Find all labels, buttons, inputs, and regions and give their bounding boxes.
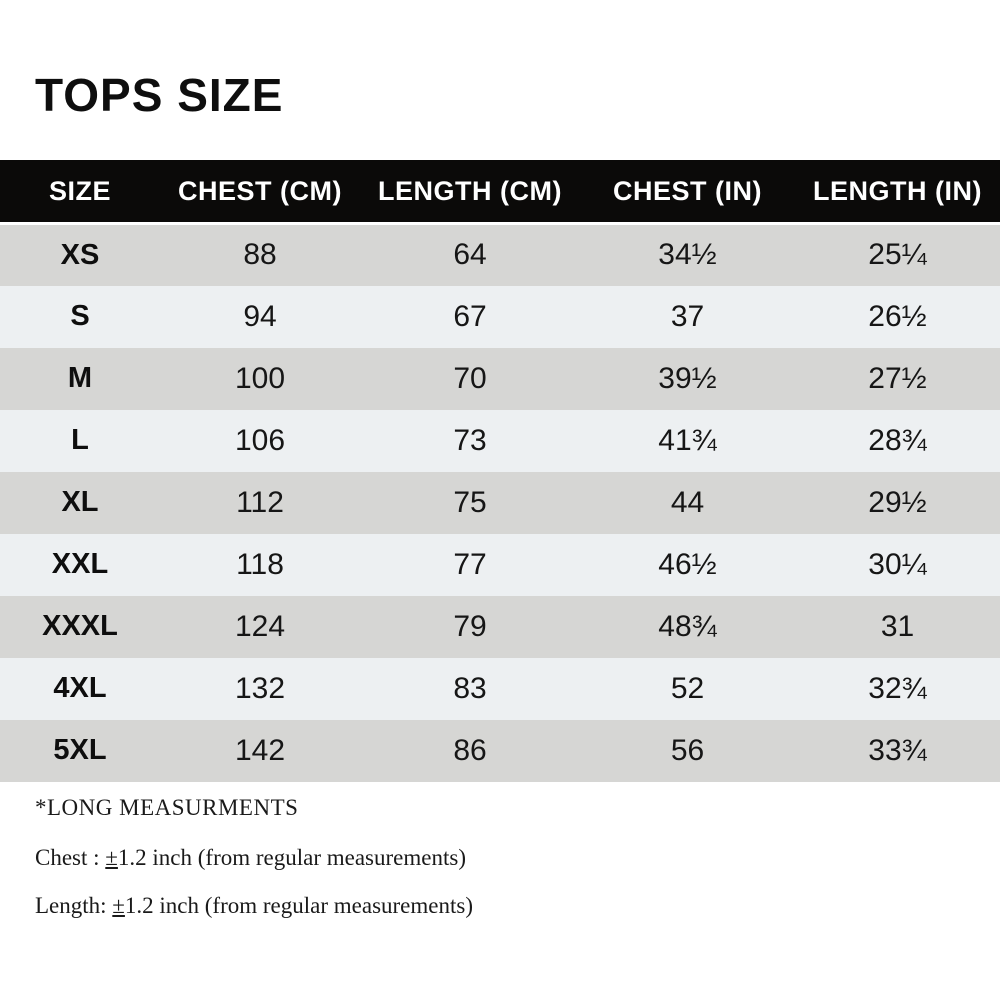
column-header: CHEST (CM) xyxy=(160,160,360,225)
size-value: 52 xyxy=(670,671,705,705)
size-value: 124 xyxy=(234,609,286,643)
table-row: L 106 73 41¾ 28¾ xyxy=(0,409,1000,472)
size-value: 79 xyxy=(453,609,487,643)
size-label: 5XL xyxy=(53,734,107,766)
size-value: 44 xyxy=(670,485,705,519)
size-value: 132 xyxy=(234,671,286,705)
page-title: TOPS SIZE xyxy=(35,69,284,121)
size-value: 27½ xyxy=(868,361,927,395)
size-value: 86 xyxy=(453,733,487,767)
size-value: 118 xyxy=(236,547,284,581)
size-value: 29½ xyxy=(868,485,927,519)
table-header: SIZE CHEST (CM) LENGTH (CM) CHEST (IN) LENGT… xyxy=(0,160,1000,225)
column-header: LENGTH (CM) xyxy=(360,160,580,225)
table-row: 5XL 142 86 56 33¾ xyxy=(0,719,1000,782)
size-value: 48¾ xyxy=(658,609,717,643)
size-value: 142 xyxy=(234,733,286,767)
size-value: 100 xyxy=(234,361,286,395)
size-label: XL xyxy=(61,486,99,518)
size-value: 46½ xyxy=(658,547,717,581)
size-label: XXXL xyxy=(42,610,118,642)
size-label: S xyxy=(70,300,90,332)
size-value: 73 xyxy=(453,423,487,457)
table-row: S 94 67 37 26½ xyxy=(0,285,1000,348)
size-label: M xyxy=(67,362,93,394)
size-value: 31 xyxy=(880,609,915,643)
table-row: XXL 118 77 46½ 30¼ xyxy=(0,533,1000,596)
size-value: 77 xyxy=(453,547,487,581)
table-row: XL 112 75 44 29½ xyxy=(0,471,1000,534)
column-header: CHEST (IN) xyxy=(580,160,795,225)
size-value: 32¾ xyxy=(868,671,927,705)
chest-tolerance-note: Chest : ±1.2 inch (from regular measurem… xyxy=(35,845,473,871)
size-label: L xyxy=(71,424,89,456)
long-measurements-note: *LONG MEASURMENTS xyxy=(35,795,299,820)
size-value: 70 xyxy=(453,361,487,395)
size-value: 34½ xyxy=(658,238,717,272)
chest-tolerance-text: 1.2 inch (from regular measurements) xyxy=(117,845,466,870)
size-value: 41¾ xyxy=(658,423,717,457)
footnotes: *LONG MEASURMENTS Chest : ±1.2 inch (fro… xyxy=(35,795,473,941)
table-body: XS 88 64 34½ 25¼ S 94 67 37 26½ M 100 70 39½ 27½ L 106 73… xyxy=(0,223,1000,782)
plus-minus-symbol: ± xyxy=(105,845,118,870)
size-value: 39½ xyxy=(658,361,717,395)
size-label: XS xyxy=(60,238,100,271)
chest-tolerance-label: Chest : xyxy=(35,845,106,870)
size-value: 56 xyxy=(670,733,705,767)
table-row: XXXL 124 79 48¾ 31 xyxy=(0,595,1000,658)
size-value: 75 xyxy=(453,485,487,519)
size-value: 88 xyxy=(243,238,277,272)
table-row: XS 88 64 34½ 25¼ xyxy=(0,223,1000,286)
header-row: SIZE CHEST (CM) LENGTH (CM) CHEST (IN) LENGT… xyxy=(0,160,1000,225)
size-value: 64 xyxy=(453,238,487,272)
size-value: 112 xyxy=(236,485,284,519)
size-label: XXL xyxy=(51,548,109,580)
length-tolerance-text: 1.2 inch (from regular measurements) xyxy=(124,893,473,918)
length-tolerance-label: Length: xyxy=(35,893,113,918)
size-label: 4XL xyxy=(53,672,107,704)
size-value: 26½ xyxy=(868,299,927,333)
size-value: 33¾ xyxy=(868,733,927,767)
size-value: 30¼ xyxy=(868,547,927,581)
size-value: 28¾ xyxy=(868,423,927,457)
table-row: M 100 70 39½ 27½ xyxy=(0,347,1000,410)
column-header: SIZE xyxy=(0,160,160,225)
plus-minus-symbol: ± xyxy=(112,893,125,918)
size-value: 83 xyxy=(453,671,487,705)
size-table: SIZE CHEST (CM) LENGTH (CM) CHEST (IN) LENGT… xyxy=(0,160,1000,782)
column-header: LENGTH (IN) xyxy=(795,160,1000,225)
length-tolerance-note: Length: ±1.2 inch (from regular measurem… xyxy=(35,893,473,919)
table-row: 4XL 132 83 52 32¾ xyxy=(0,657,1000,720)
size-value: 106 xyxy=(234,423,286,457)
size-value: 94 xyxy=(243,299,277,333)
size-value: 37 xyxy=(670,299,705,333)
size-value: 67 xyxy=(453,299,487,333)
size-value: 25¼ xyxy=(868,238,927,272)
